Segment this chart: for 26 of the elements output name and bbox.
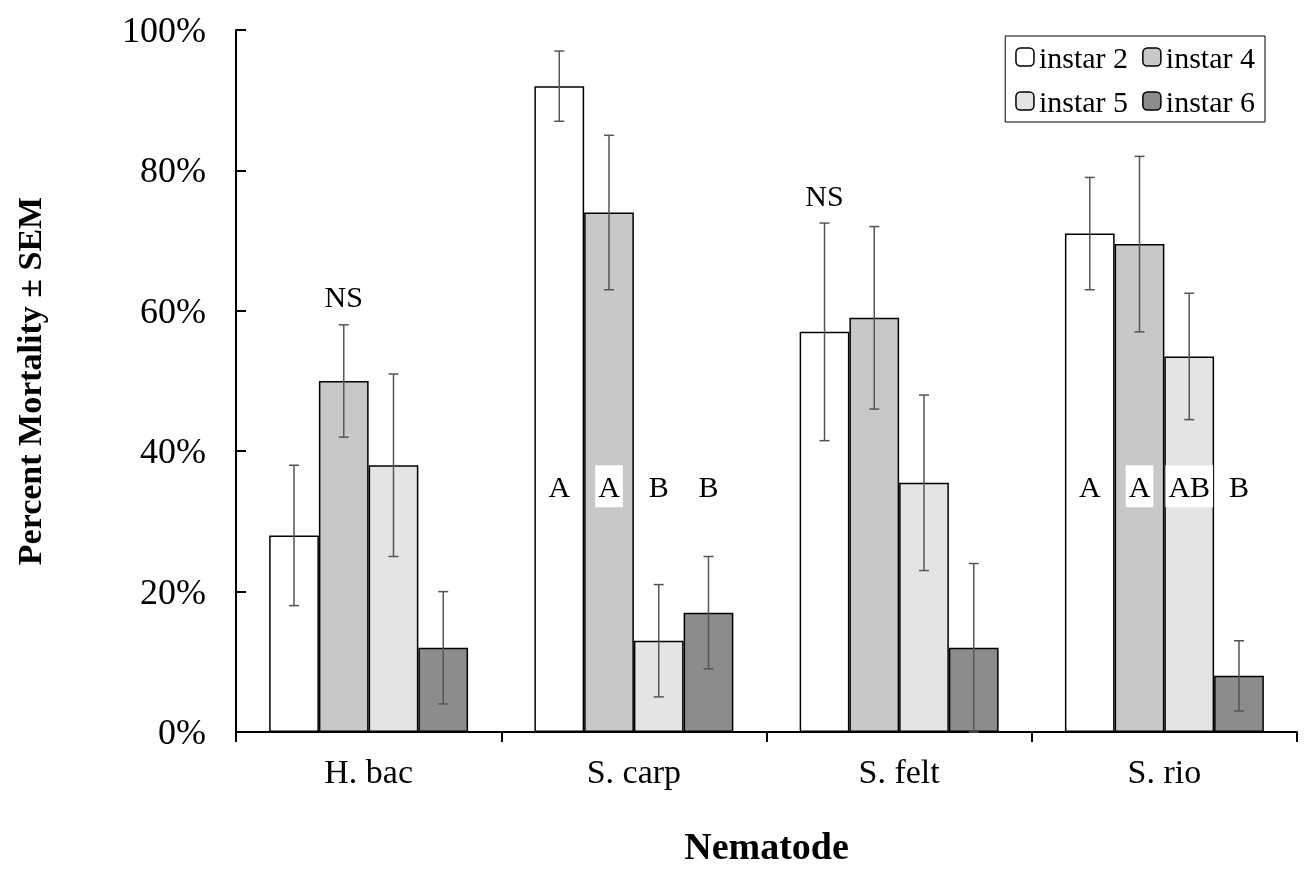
annotation: A bbox=[1128, 469, 1151, 503]
annotation: NS bbox=[324, 280, 363, 314]
x-tick-label: S. carp bbox=[586, 752, 682, 790]
x-tick-label: H. bac bbox=[324, 752, 413, 790]
annotation: A bbox=[548, 469, 571, 503]
annotation: B bbox=[648, 469, 669, 503]
annotation: B bbox=[698, 469, 719, 503]
annotation: B bbox=[1228, 469, 1249, 503]
y-axis-title: Percent Mortality ± SEM bbox=[10, 196, 48, 566]
annotation: AB bbox=[1168, 469, 1211, 503]
x-tick-label: S. felt bbox=[858, 752, 941, 790]
y-tick-label: 100% bbox=[122, 10, 206, 50]
x-tick-label: S. rio bbox=[1127, 752, 1202, 790]
legend-label: instar 4 bbox=[1165, 40, 1256, 74]
annotation: A bbox=[598, 469, 621, 503]
y-tick-label: 60% bbox=[140, 290, 206, 331]
legend-label: instar 5 bbox=[1038, 84, 1129, 118]
x-axis-title: Nematode bbox=[684, 825, 849, 867]
y-tick-label: 80% bbox=[140, 150, 206, 191]
legend-label: instar 2 bbox=[1038, 40, 1129, 74]
y-tick-label: 20% bbox=[140, 571, 206, 612]
legend-label: instar 6 bbox=[1165, 84, 1256, 118]
y-tick-label: 40% bbox=[140, 431, 206, 472]
annotation: NS bbox=[805, 178, 844, 212]
y-tick-label: 0% bbox=[158, 712, 206, 752]
annotation: A bbox=[1078, 469, 1101, 503]
